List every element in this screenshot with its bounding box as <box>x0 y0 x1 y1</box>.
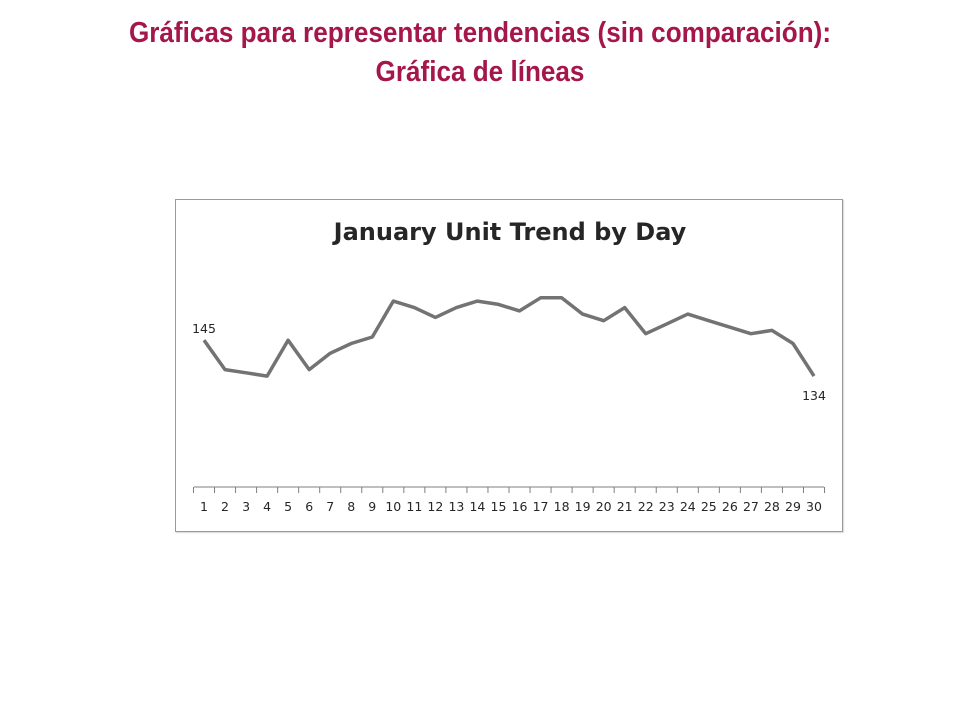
x-tick-label: 5 <box>284 499 292 514</box>
slide-title-line1: Gráficas para representar tendencias (si… <box>128 17 832 49</box>
x-tick-label: 17 <box>533 499 549 514</box>
data-label: 145 <box>192 321 216 336</box>
x-tick-label: 10 <box>385 499 401 514</box>
line-chart: January Unit Trend by Day 1 2 3 4 5 6 7 8 9 10 11 1… <box>175 199 843 532</box>
x-tick-label: 15 <box>491 499 507 514</box>
chart-title: January Unit Trend by Day <box>332 218 687 246</box>
x-tick-label: 2 <box>221 499 229 514</box>
data-labels: 145 134 <box>192 321 826 403</box>
x-tick-label: 18 <box>554 499 570 514</box>
x-tick-label: 19 <box>575 499 591 514</box>
x-tick-label: 27 <box>743 499 759 514</box>
x-tick-label: 20 <box>596 499 612 514</box>
x-tick-label: 29 <box>785 499 801 514</box>
x-tick-label: 28 <box>764 499 780 514</box>
x-tick-label: 21 <box>617 499 633 514</box>
x-tick-label: 13 <box>448 499 464 514</box>
x-tick-label: 12 <box>427 499 443 514</box>
series-line <box>202 296 816 378</box>
slide-title-line2: Gráfica de líneas <box>375 56 585 88</box>
x-tick-label: 22 <box>638 499 654 514</box>
x-tick-label: 3 <box>242 499 250 514</box>
x-tick-label: 7 <box>326 499 334 514</box>
x-tick-label: 8 <box>347 499 355 514</box>
line-chart-canvas: January Unit Trend by Day 1 2 3 4 5 6 7 8 9 10 11 1… <box>192 218 826 514</box>
x-tick-label: 23 <box>659 499 675 514</box>
x-tick-label: 6 <box>305 499 313 514</box>
x-tick-label: 9 <box>368 499 376 514</box>
x-tick-label: 30 <box>806 499 822 514</box>
series-layer <box>202 296 816 378</box>
data-label: 134 <box>802 388 826 403</box>
x-axis: 1 2 3 4 5 6 7 8 9 10 11 12 13 14 15 16 17 18 19 20 21 22 23 24 2… <box>192 486 826 514</box>
x-tick-label: 11 <box>406 499 422 514</box>
x-tick-label: 26 <box>722 499 738 514</box>
slide-title: Gráficas para representar tendencias (si… <box>0 14 960 92</box>
x-tick-label: 1 <box>200 499 208 514</box>
x-tick-label: 4 <box>263 499 271 514</box>
x-tick-label: 14 <box>469 499 485 514</box>
x-tick-label: 16 <box>512 499 528 514</box>
x-tick-label: 25 <box>701 499 717 514</box>
x-tick-label: 24 <box>680 499 696 514</box>
